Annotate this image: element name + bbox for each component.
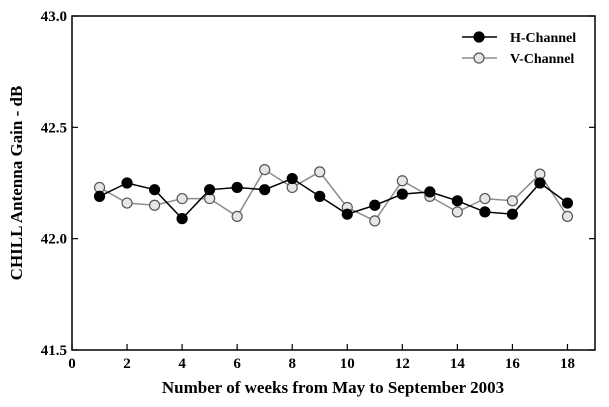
- data-point-v-channel: [451, 206, 463, 218]
- y-tick-label: 43.0: [41, 9, 67, 25]
- x-tick-label: 16: [505, 356, 521, 372]
- data-point-h-channel: [396, 188, 408, 200]
- data-point-h-channel: [176, 213, 188, 225]
- data-point-v-channel: [506, 195, 519, 207]
- data-point-h-channel: [121, 177, 133, 189]
- data-point-v-channel: [176, 192, 188, 205]
- x-tick-label: 8: [288, 356, 296, 372]
- data-point-h-channel: [231, 181, 243, 194]
- data-point-v-channel: [396, 175, 408, 187]
- x-axis-title: Number of weeks from May to September 20…: [162, 378, 504, 397]
- data-point-h-channel: [369, 199, 381, 211]
- data-point-v-channel: [369, 215, 381, 227]
- x-tick-label: 0: [68, 356, 76, 372]
- data-point-v-channel: [561, 210, 574, 222]
- x-tick-label: 18: [560, 356, 575, 372]
- x-tick-label: 10: [340, 356, 355, 372]
- data-point-h-channel: [341, 208, 353, 220]
- y-tick-label: 42.5: [41, 120, 67, 136]
- data-point-v-channel: [314, 166, 326, 178]
- data-point-h-channel: [148, 184, 161, 196]
- legend-marker-h-channel: [473, 31, 485, 43]
- data-point-h-channel: [534, 177, 546, 189]
- legend: H-Channel V-Channel: [462, 31, 576, 67]
- plot-frame: [71, 15, 596, 351]
- data-point-h-channel: [314, 190, 326, 202]
- y-tick-label: 42.0: [41, 232, 67, 248]
- legend-label-v-channel: V-Channel: [510, 52, 574, 67]
- legend-label-h-channel: H-Channel: [510, 31, 576, 46]
- data-point-v-channel: [231, 210, 243, 222]
- x-tick-label: 2: [123, 356, 131, 372]
- legend-marker-v-channel: [473, 52, 485, 64]
- series-layer: [93, 164, 574, 227]
- data-point-h-channel: [561, 197, 574, 209]
- x-axis-ticks: 0 2 4 6 8 10 12 14 16 18: [68, 344, 575, 372]
- y-axis-ticks: 41.5 42.0 42.5 43.0: [41, 9, 595, 359]
- data-point-h-channel: [424, 186, 436, 198]
- data-point-v-channel: [121, 197, 133, 209]
- data-point-h-channel: [451, 195, 463, 207]
- series-line-h-channel: [99, 177, 568, 220]
- data-point-h-channel: [506, 208, 519, 220]
- data-point-v-channel: [479, 192, 491, 205]
- data-point-h-channel: [479, 206, 491, 218]
- data-point-v-channel: [148, 199, 161, 211]
- data-point-h-channel: [259, 184, 271, 196]
- y-axis-title: CHILL Antenna Gain - dB: [7, 86, 26, 281]
- data-point-h-channel: [286, 172, 298, 185]
- data-point-h-channel: [93, 190, 106, 202]
- data-point-v-channel: [259, 164, 271, 176]
- x-tick-label: 4: [178, 356, 186, 372]
- data-point-h-channel: [204, 184, 216, 196]
- x-tick-label: 14: [450, 356, 466, 372]
- x-tick-label: 12: [395, 356, 410, 372]
- x-tick-label: 6: [233, 356, 241, 372]
- y-tick-label: 41.5: [41, 343, 67, 359]
